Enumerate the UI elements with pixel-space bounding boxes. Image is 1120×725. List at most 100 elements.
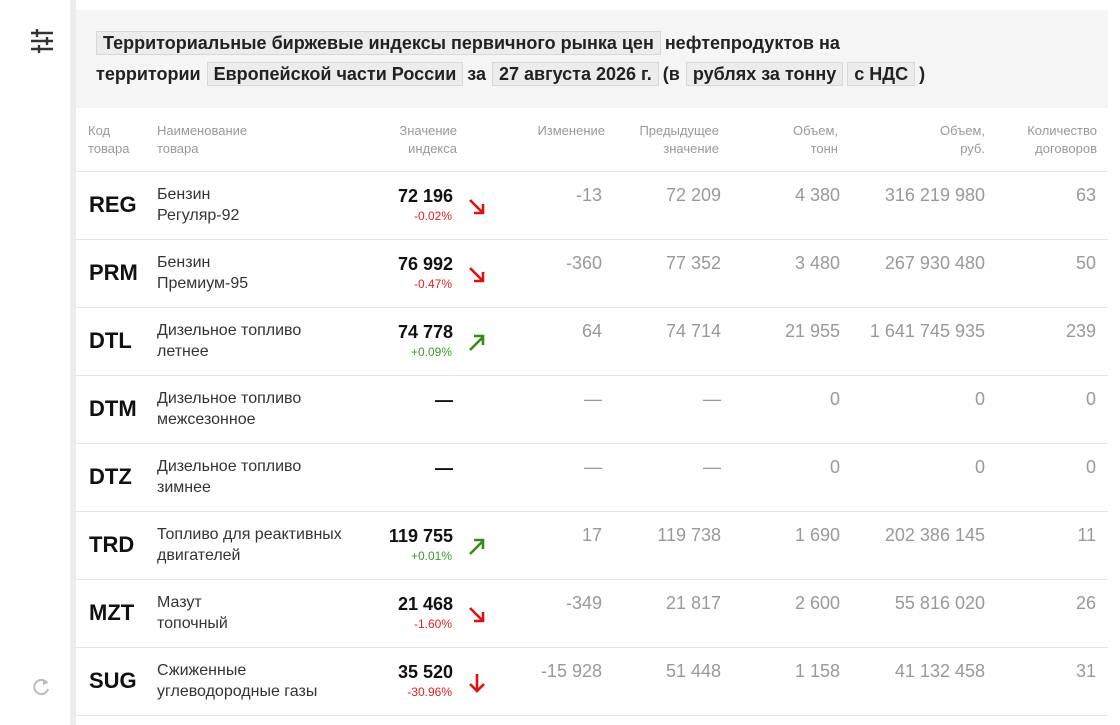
trend-arrow	[469, 538, 485, 555]
product-name: Регуляр-92	[157, 207, 240, 224]
row-separator	[76, 511, 1108, 512]
title-text: за	[467, 64, 487, 84]
cell-prev: 77 352	[665, 253, 721, 273]
cell-prev: 119 738	[657, 525, 721, 545]
product-code: DTM	[89, 396, 137, 421]
title-chip[interactable]: Территориальные биржевые индексы первичн…	[96, 31, 661, 55]
cell-change: —	[584, 457, 602, 477]
trend-arrow	[469, 607, 485, 623]
sidebar	[0, 0, 70, 725]
product-code: DTZ	[89, 464, 132, 489]
index-value: 74 778	[397, 322, 453, 342]
cell-count: 63	[1075, 185, 1096, 205]
title-text: (в	[662, 64, 680, 84]
product-code: MZT	[89, 600, 135, 625]
product-name: Премиум-95	[157, 275, 249, 292]
row-separator	[76, 307, 1108, 308]
arrow-shape	[469, 674, 485, 693]
column-header: индекса	[408, 141, 457, 156]
index-value: 76 992	[397, 254, 453, 274]
row-separator	[76, 647, 1108, 648]
cell-rub: 0	[974, 389, 985, 409]
header-panel	[76, 10, 1108, 108]
cell-prev: —	[703, 389, 721, 409]
product-name: Бензин	[157, 254, 211, 271]
index-value: 119 755	[388, 526, 453, 546]
cell-rub: 41 132 458	[894, 661, 985, 681]
cell-tons: 2 600	[794, 593, 840, 613]
arrow-shape	[469, 199, 485, 215]
cell-prev: 21 817	[665, 593, 721, 613]
title-chip[interactable]: Европейской части России	[206, 62, 464, 86]
column-header: Предыдущее	[639, 123, 719, 138]
filter-button[interactable]	[29, 28, 55, 54]
row-separator	[76, 239, 1108, 240]
product-name: Топливо для реактивных	[157, 526, 342, 543]
product-name: углеводородные газы	[157, 683, 318, 700]
title-chip[interactable]: с НДС	[847, 62, 916, 86]
product-name: межсезонное	[157, 411, 256, 428]
product-name: Бензин	[157, 186, 211, 203]
product-name: Мазут	[157, 594, 202, 611]
product-code: REG	[89, 192, 137, 217]
title-text: )	[919, 64, 926, 84]
cell-tons: 1 690	[794, 525, 840, 545]
cell-count: 239	[1065, 321, 1096, 341]
column-header: товара	[157, 141, 199, 156]
index-change-pct: -0.02%	[413, 209, 452, 223]
arrow-shape	[469, 267, 485, 283]
cell-rub: 267 930 480	[884, 253, 985, 273]
row-separator	[76, 715, 1108, 716]
cell-prev: 72 209	[665, 185, 721, 205]
index-value: 72 196	[397, 186, 453, 206]
product-code: SUG	[89, 668, 137, 693]
column-header: Количество	[1027, 123, 1097, 138]
index-change-pct: -0.47%	[413, 277, 452, 291]
row-separator	[76, 171, 1108, 172]
title-text: нефтепродуктов на территории	[96, 33, 840, 84]
cell-count: 0	[1085, 457, 1096, 477]
index-change-pct: +0.01%	[410, 549, 452, 563]
cell-prev: 51 448	[665, 661, 721, 681]
column-header: значение	[663, 141, 719, 156]
cell-tons: 4 380	[794, 185, 840, 205]
refresh-button[interactable]	[31, 677, 51, 697]
column-header: тонн	[810, 141, 838, 156]
index-change-pct: -30.96%	[407, 685, 452, 699]
product-code: PRM	[89, 260, 138, 285]
arrow-shape	[469, 607, 485, 623]
trend-arrow	[469, 674, 485, 693]
product-code: DTL	[89, 328, 132, 353]
divider	[70, 0, 76, 725]
index-value: 21 468	[397, 594, 453, 614]
cell-tons: 1 158	[794, 661, 840, 681]
cell-prev: —	[703, 457, 721, 477]
cell-change: -360	[565, 253, 602, 273]
cell-tons: 3 480	[794, 253, 840, 273]
cell-count: 0	[1085, 389, 1096, 409]
cell-count: 26	[1075, 593, 1096, 613]
product-name: двигателей	[157, 547, 241, 564]
cell-prev: 74 714	[665, 321, 721, 341]
column-header: Наименование	[157, 123, 248, 138]
product-name: топочный	[157, 615, 228, 632]
cell-count: 50	[1075, 253, 1096, 273]
product-name: Дизельное топливо	[157, 322, 302, 339]
cell-count: 31	[1075, 661, 1096, 681]
cell-change: —	[584, 389, 602, 409]
column-header: Значение	[399, 123, 457, 138]
index-change-pct: -1.60%	[413, 617, 452, 631]
title-chip[interactable]: рублях за тонну	[685, 62, 844, 86]
cell-change: -13	[575, 185, 602, 205]
cell-rub: 55 816 020	[894, 593, 985, 613]
column-header: Объем,	[792, 123, 838, 138]
title-chip[interactable]: 27 августа 2026 г.	[492, 62, 659, 86]
product-name: Дизельное топливо	[157, 390, 302, 407]
product-name: зимнее	[157, 479, 211, 496]
column-header: Изменение	[537, 123, 605, 138]
column-header: товара	[88, 141, 130, 156]
column-header: Объем,	[939, 123, 985, 138]
cell-change: -349	[565, 593, 602, 613]
row-separator	[76, 443, 1108, 444]
